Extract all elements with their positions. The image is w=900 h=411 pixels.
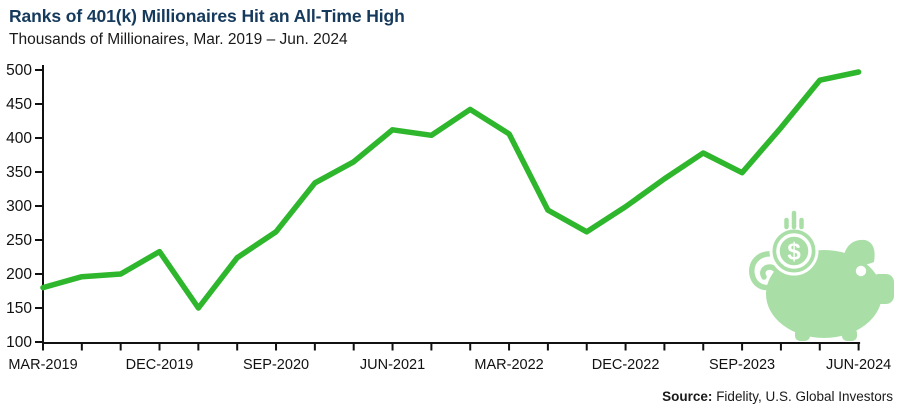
x-tick-label: DEC-2019 bbox=[126, 357, 194, 373]
x-tick-label: SEP-2023 bbox=[709, 357, 775, 373]
x-tick-label: DEC-2022 bbox=[592, 357, 660, 373]
axes-layer: 100 150 200 250 300 350 400 450 500 MAR-2019 DEC-2… bbox=[6, 62, 891, 373]
source-note: Source: Fidelity, U.S. Global Investors bbox=[662, 389, 893, 404]
y-tick-label: 250 bbox=[6, 232, 32, 249]
x-tick-label: JUN-2021 bbox=[360, 357, 425, 373]
y-tick-label: 300 bbox=[6, 198, 32, 215]
pig-eye-icon bbox=[855, 265, 867, 277]
y-tick-label: 400 bbox=[6, 130, 32, 147]
source-text: Fidelity, U.S. Global Investors bbox=[716, 389, 893, 404]
chart-subtitle: Thousands of Millionaires, Mar. 2019 – J… bbox=[9, 31, 348, 48]
x-tick-label: MAR-2019 bbox=[8, 357, 77, 373]
y-tick-label: 150 bbox=[6, 300, 32, 317]
y-tick-label: 200 bbox=[6, 266, 32, 283]
source-label: Source: bbox=[662, 389, 713, 404]
data-series-layer bbox=[40, 69, 862, 311]
y-tick-label: 450 bbox=[6, 96, 32, 113]
x-tick-label: SEP-2020 bbox=[243, 357, 309, 373]
pig-snout-icon bbox=[871, 274, 894, 304]
y-tick-label: 500 bbox=[6, 62, 32, 79]
coin-ring-icon bbox=[776, 233, 812, 269]
pig-leg-icon bbox=[795, 328, 810, 341]
chart-title: Ranks of 401(k) Millionaires Hit an All-… bbox=[9, 6, 405, 26]
pig-leg-icon bbox=[842, 328, 857, 341]
x-tick-label: JUN-2024 bbox=[826, 357, 891, 373]
coin-dollar-icon: $ bbox=[787, 239, 801, 266]
y-tick-label: 350 bbox=[6, 164, 32, 181]
y-tick-label: 100 bbox=[6, 334, 32, 351]
x-tick-label: MAR-2022 bbox=[474, 357, 543, 373]
piggy-bank-icon: $ bbox=[749, 210, 894, 341]
pig-ear-icon bbox=[842, 239, 875, 266]
millionaires-line-series bbox=[40, 69, 862, 311]
